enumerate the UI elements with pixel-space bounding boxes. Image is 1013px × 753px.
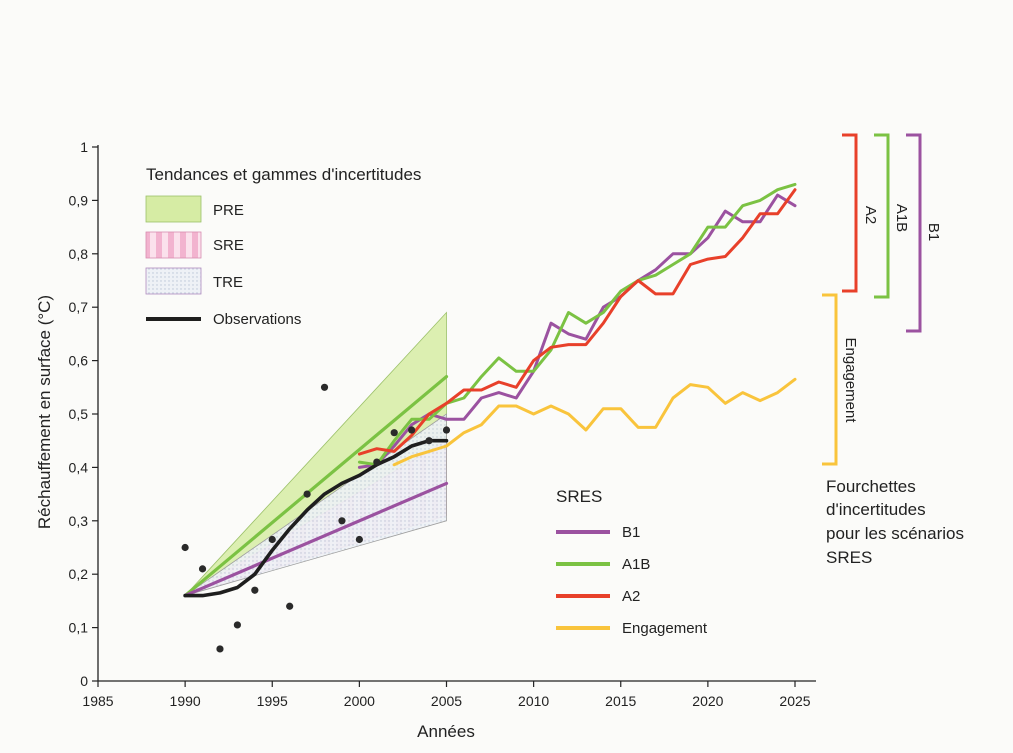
range-bracket-engagement bbox=[822, 293, 838, 466]
range-label-engagement: Engagement bbox=[842, 337, 859, 423]
observation-point bbox=[198, 565, 207, 573]
range-bracket-a2 bbox=[842, 133, 858, 293]
y-tick-label: 0,5 bbox=[69, 406, 89, 422]
range-label-a2: A2 bbox=[862, 206, 879, 224]
x-tick-label: 2010 bbox=[518, 693, 549, 709]
y-tick-label: 0,7 bbox=[69, 299, 89, 315]
series-line-engagement bbox=[392, 377, 797, 467]
y-tick-label: 0,3 bbox=[69, 513, 89, 529]
series-lines bbox=[183, 182, 797, 598]
y-tick-label: 0,2 bbox=[69, 566, 89, 582]
observation-point bbox=[303, 490, 311, 498]
legend-label-sre: SRE bbox=[213, 237, 244, 254]
range-bracket-b1 bbox=[906, 133, 922, 333]
observation-point bbox=[338, 517, 346, 525]
observation-point bbox=[251, 586, 259, 594]
observation-point bbox=[320, 383, 329, 391]
legend-swatch-tre bbox=[145, 267, 202, 295]
x-tick-label: 1990 bbox=[170, 693, 201, 709]
trend-lines bbox=[183, 375, 449, 598]
legend-label-obs: Observations bbox=[213, 311, 301, 328]
observation-point bbox=[390, 429, 398, 437]
legend-label-a1b: A1B bbox=[622, 556, 650, 573]
range-bracket-a1b bbox=[874, 133, 890, 299]
y-tick-label: 1 bbox=[80, 139, 88, 155]
x-tick-label: 2015 bbox=[605, 693, 636, 709]
legend-label-engagement: Engagement bbox=[622, 620, 708, 637]
observation-point bbox=[408, 426, 416, 434]
trend-line-sre bbox=[183, 481, 449, 598]
observation-point bbox=[355, 535, 363, 544]
observation-point bbox=[425, 437, 433, 445]
x-tick-label: 1985 bbox=[82, 693, 113, 709]
y-axis-title: Réchauffement en surface (°C) bbox=[35, 295, 54, 529]
uncertainty-wedges bbox=[184, 311, 447, 596]
range-caption-line-2: d'incertitudes bbox=[826, 500, 926, 519]
legend-swatch-pre bbox=[145, 195, 202, 223]
legend-trends: Tendances et gammes d'incertitudes PRE S… bbox=[145, 165, 421, 328]
y-tick-label: 0,8 bbox=[69, 246, 89, 262]
legend-label-b1: B1 bbox=[622, 524, 640, 541]
y-tick-label: 0 bbox=[80, 673, 88, 689]
x-tick-label: 2020 bbox=[692, 693, 723, 709]
series-line-a1b bbox=[357, 182, 797, 467]
uncertainty-ranges: A2 A1B B1 Engagement Fourchettes d'incer… bbox=[822, 133, 964, 567]
range-caption-line-1: Fourchettes bbox=[826, 477, 916, 496]
observation-point bbox=[286, 602, 294, 610]
legend-label-tre: TRE bbox=[213, 274, 243, 291]
x-ticks: 1985 1990 1995 2000 2005 2010 2015 2020 2025 bbox=[82, 681, 811, 709]
y-tick-label: 0,4 bbox=[69, 459, 89, 475]
series-line-a2 bbox=[357, 188, 797, 456]
x-tick-label: 2005 bbox=[431, 693, 462, 709]
observation-points bbox=[181, 383, 451, 653]
y-tick-label: 0,6 bbox=[69, 353, 89, 369]
legend-label-pre: PRE bbox=[213, 202, 244, 219]
x-axis-title: Années bbox=[417, 722, 475, 741]
legend-label-a2: A2 bbox=[622, 588, 640, 605]
y-ticks: 0 0,1 0,2 0,3 0,4 0,5 0,6 0,7 0,8 0,9 1 bbox=[69, 139, 98, 689]
observation-point bbox=[233, 621, 241, 629]
x-tick-label: 2025 bbox=[779, 693, 810, 709]
observation-point bbox=[373, 458, 381, 466]
legend-trends-title: Tendances et gammes d'incertitudes bbox=[146, 165, 421, 184]
range-caption-line-4: SRES bbox=[826, 548, 872, 567]
range-label-a1b: A1B bbox=[893, 204, 910, 232]
axes bbox=[97, 145, 816, 682]
series-line-observations bbox=[183, 438, 449, 598]
observation-point bbox=[268, 535, 276, 544]
legend-sres: SRES B1 A1B A2 Engagement bbox=[556, 487, 708, 637]
legend-swatch-sre bbox=[145, 231, 202, 259]
trend-line-pre bbox=[183, 375, 449, 598]
y-tick-label: 0,1 bbox=[69, 620, 89, 636]
y-tick-label: 0,9 bbox=[69, 192, 89, 208]
x-tick-label: 2000 bbox=[344, 693, 375, 709]
range-caption-line-3: pour les scénarios bbox=[826, 524, 964, 543]
legend-sres-title: SRES bbox=[556, 487, 602, 506]
observation-point bbox=[216, 645, 224, 653]
range-label-b1: B1 bbox=[925, 223, 942, 241]
x-tick-label: 1995 bbox=[257, 693, 288, 709]
observation-point bbox=[442, 426, 451, 434]
observation-point bbox=[181, 543, 189, 552]
